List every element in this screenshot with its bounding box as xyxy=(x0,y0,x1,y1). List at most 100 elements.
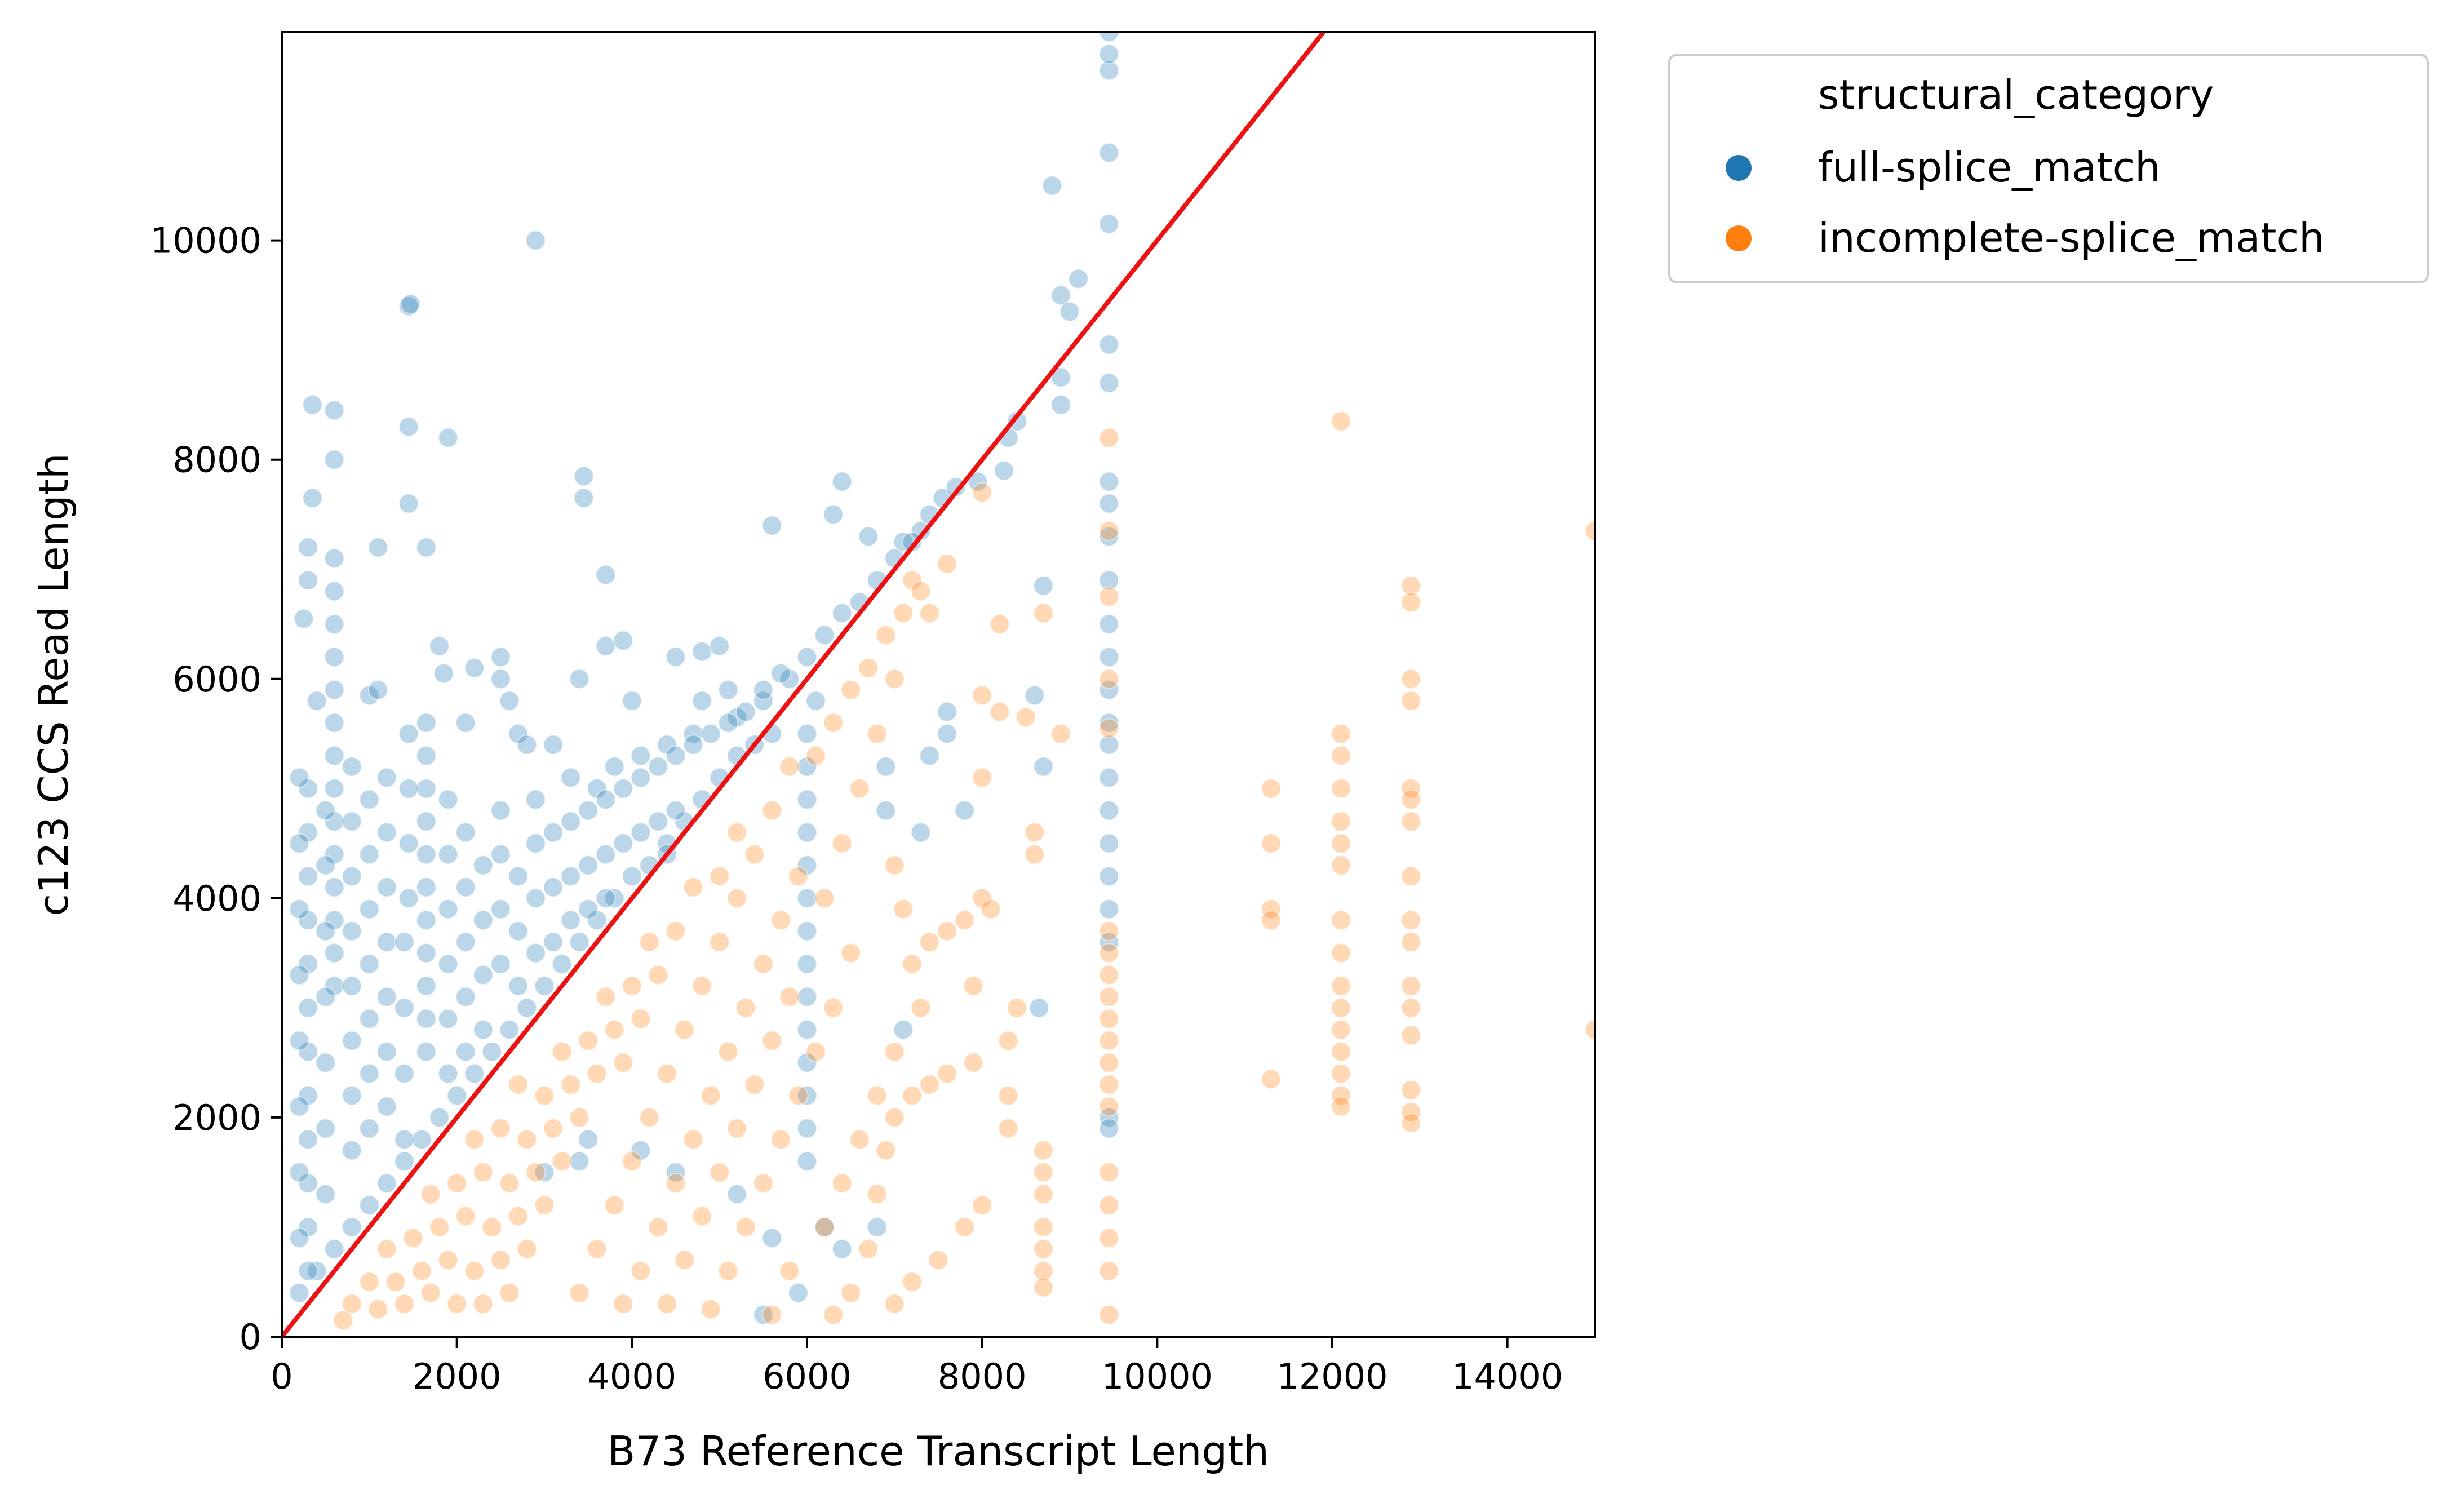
data-point-incomplete-splice_match xyxy=(989,614,1010,635)
data-point-full-splice_match xyxy=(797,1118,817,1139)
data-point-incomplete-splice_match xyxy=(1331,833,1351,854)
data-point-full-splice_match xyxy=(508,866,529,886)
data-point-incomplete-splice_match xyxy=(1033,603,1054,624)
data-point-full-splice_match xyxy=(604,756,625,777)
data-point-incomplete-splice_match xyxy=(709,866,730,886)
data-point-incomplete-splice_match xyxy=(1585,1019,1595,1040)
data-point-full-splice_match xyxy=(1098,373,1119,393)
data-point-incomplete-splice_match xyxy=(814,1217,835,1238)
series-full-splice_match xyxy=(289,32,1119,1325)
data-point-full-splice_match xyxy=(411,1129,432,1150)
data-point-incomplete-splice_match xyxy=(919,603,940,624)
data-point-incomplete-splice_match xyxy=(1098,668,1119,689)
data-point-full-splice_match xyxy=(481,1041,502,1062)
data-point-full-splice_match xyxy=(683,734,704,755)
data-point-incomplete-splice_match xyxy=(604,1019,625,1040)
data-point-full-splice_match xyxy=(400,294,421,314)
data-point-full-splice_match xyxy=(438,1008,459,1029)
data-point-full-splice_match xyxy=(376,932,397,952)
data-point-incomplete-splice_match xyxy=(814,888,835,908)
data-point-full-splice_match xyxy=(797,646,817,667)
data-point-full-splice_match xyxy=(1098,471,1119,492)
data-point-incomplete-splice_match xyxy=(761,800,782,821)
data-point-full-splice_match xyxy=(797,888,817,908)
data-point-full-splice_match xyxy=(858,526,879,547)
data-point-full-splice_match xyxy=(490,668,511,689)
data-point-full-splice_match xyxy=(298,997,318,1018)
data-point-full-splice_match xyxy=(324,976,345,996)
data-point-full-splice_match xyxy=(893,1019,914,1040)
data-point-incomplete-splice_match xyxy=(1400,778,1421,799)
data-point-incomplete-splice_match xyxy=(823,997,844,1018)
data-point-full-splice_match xyxy=(315,1052,336,1073)
data-point-incomplete-splice_match xyxy=(613,1052,633,1073)
data-point-incomplete-splice_match xyxy=(455,1206,476,1227)
data-point-full-splice_match xyxy=(307,1261,327,1282)
data-point-full-splice_match xyxy=(289,1283,310,1303)
data-point-full-splice_match xyxy=(1050,367,1071,388)
data-point-full-splice_match xyxy=(937,702,957,722)
data-point-full-splice_match xyxy=(622,866,642,886)
data-point-full-splice_match xyxy=(797,921,817,942)
data-point-full-splice_match xyxy=(324,745,345,766)
data-point-incomplete-splice_match xyxy=(753,954,774,974)
data-point-full-splice_match xyxy=(666,800,686,821)
data-point-full-splice_match xyxy=(832,1239,853,1260)
data-point-incomplete-splice_match xyxy=(972,482,992,503)
data-point-full-splice_match xyxy=(1098,1107,1119,1128)
data-point-full-splice_match xyxy=(315,1118,336,1139)
data-point-incomplete-splice_match xyxy=(508,1206,529,1227)
data-point-full-splice_match xyxy=(499,690,520,711)
data-point-incomplete-splice_match xyxy=(648,965,668,986)
data-point-full-splice_match xyxy=(315,855,336,876)
data-point-incomplete-splice_match xyxy=(1261,833,1282,854)
x-tick-label: 0 xyxy=(271,1356,292,1397)
data-point-incomplete-splice_match xyxy=(1331,855,1351,876)
data-point-full-splice_match xyxy=(376,1096,397,1117)
data-point-full-splice_match xyxy=(508,976,529,996)
legend-box xyxy=(1668,54,2429,283)
data-point-full-splice_match xyxy=(416,1041,437,1062)
data-point-incomplete-splice_match xyxy=(1098,1074,1119,1095)
data-point-full-splice_match xyxy=(455,712,476,733)
data-point-incomplete-splice_match xyxy=(884,668,905,689)
data-point-full-splice_match xyxy=(578,1129,599,1150)
data-point-full-splice_match xyxy=(797,724,817,744)
data-point-incomplete-splice_match xyxy=(902,1271,923,1292)
identity-reference-line xyxy=(282,32,1325,1337)
data-point-full-splice_match xyxy=(367,537,388,558)
data-point-full-splice_match xyxy=(398,888,419,908)
data-point-full-splice_match xyxy=(1098,767,1119,788)
data-point-full-splice_match xyxy=(359,1008,380,1029)
data-point-full-splice_match xyxy=(797,1052,817,1073)
data-point-full-splice_match xyxy=(298,1041,318,1062)
data-point-incomplete-splice_match xyxy=(867,1085,888,1106)
data-point-full-splice_match xyxy=(875,800,896,821)
data-point-incomplete-splice_match xyxy=(902,1085,923,1106)
data-point-full-splice_match xyxy=(797,789,817,810)
data-point-full-splice_match xyxy=(718,680,739,700)
data-point-full-splice_match xyxy=(1098,32,1119,42)
data-point-incomplete-splice_match xyxy=(823,712,844,733)
data-point-incomplete-splice_match xyxy=(604,1195,625,1216)
data-point-incomplete-splice_match xyxy=(709,932,730,952)
data-point-incomplete-splice_match xyxy=(1261,899,1282,920)
data-point-full-splice_match xyxy=(1098,712,1119,733)
data-point-full-splice_match xyxy=(342,1140,362,1161)
x-tick-label: 2000 xyxy=(413,1356,502,1397)
data-point-full-splice_match xyxy=(342,1085,362,1106)
data-point-full-splice_match xyxy=(359,1195,380,1216)
data-point-incomplete-splice_match xyxy=(1331,997,1351,1018)
data-point-incomplete-splice_match xyxy=(910,581,931,602)
data-point-full-splice_match xyxy=(701,724,721,744)
data-point-incomplete-splice_match xyxy=(569,1107,590,1128)
data-point-full-splice_match xyxy=(516,997,537,1018)
data-point-incomplete-splice_match xyxy=(718,1041,739,1062)
data-point-incomplete-splice_match xyxy=(849,778,870,799)
data-point-full-splice_match xyxy=(342,811,362,832)
data-point-incomplete-splice_match xyxy=(490,1118,511,1139)
data-point-full-splice_match xyxy=(1098,614,1119,635)
data-point-full-splice_match xyxy=(490,800,511,821)
data-point-incomplete-splice_match xyxy=(1098,1227,1119,1248)
data-point-incomplete-splice_match xyxy=(902,570,923,591)
